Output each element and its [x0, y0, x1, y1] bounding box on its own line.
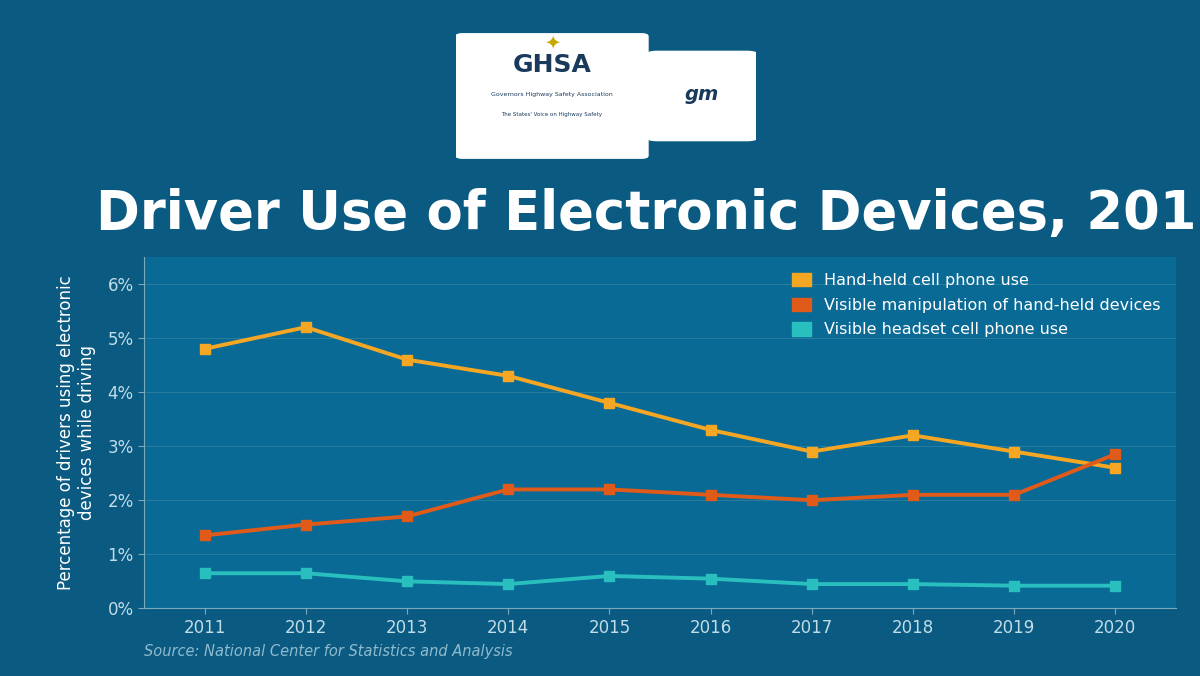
Text: Source: National Center for Statistics and Analysis: Source: National Center for Statistics a… — [144, 644, 512, 659]
Text: The States' Voice on Highway Safety: The States' Voice on Highway Safety — [502, 112, 602, 118]
Text: GHSA: GHSA — [512, 53, 592, 77]
Legend: Hand-held cell phone use, Visible manipulation of hand-held devices, Visible hea: Hand-held cell phone use, Visible manipu… — [784, 265, 1168, 345]
FancyBboxPatch shape — [646, 51, 760, 141]
FancyBboxPatch shape — [456, 34, 648, 158]
Text: Driver Use of Electronic Devices, 2011–2020: Driver Use of Electronic Devices, 2011–2… — [96, 188, 1200, 240]
Y-axis label: Percentage of drivers using electronic
devices while driving: Percentage of drivers using electronic d… — [58, 275, 96, 590]
Text: Governors Highway Safety Association: Governors Highway Safety Association — [491, 92, 613, 97]
Text: ✦: ✦ — [544, 34, 560, 53]
Text: gm: gm — [685, 85, 719, 104]
